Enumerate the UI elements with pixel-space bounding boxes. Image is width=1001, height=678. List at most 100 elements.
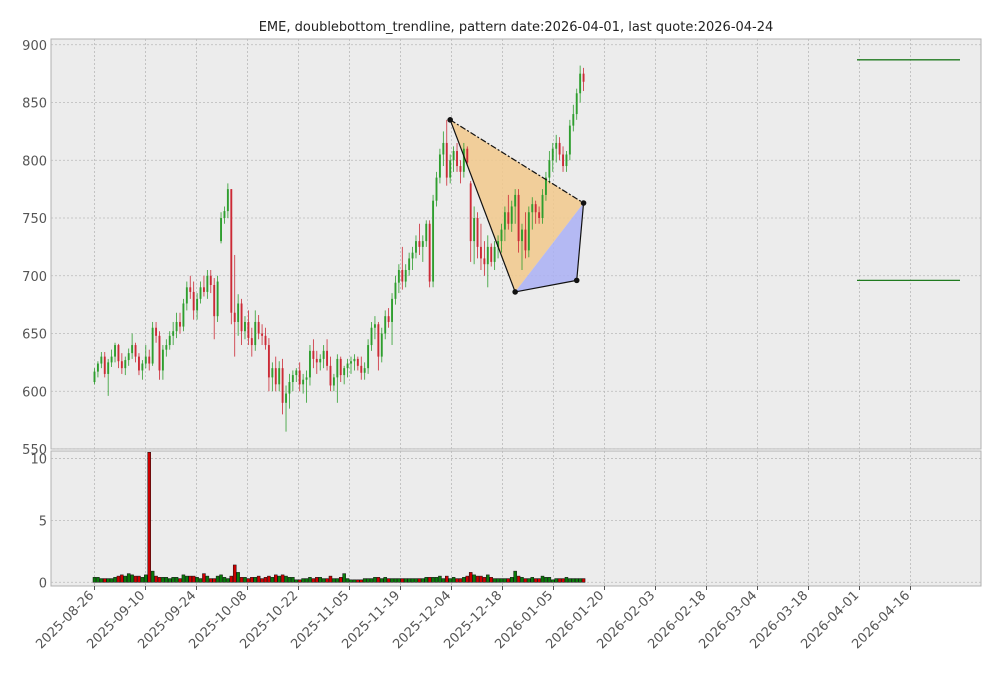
candle-body — [490, 246, 493, 262]
candle-body — [281, 368, 284, 403]
candles — [93, 65, 585, 432]
volume-bar — [325, 578, 329, 583]
volume-bar — [113, 577, 117, 583]
volume-bar — [311, 578, 316, 583]
volume-bar — [581, 578, 586, 583]
candle-body — [558, 142, 561, 155]
candle-body — [254, 321, 257, 346]
volume-bar — [410, 578, 415, 583]
candle-body — [428, 223, 431, 282]
candle-body — [551, 148, 554, 161]
volume-bar — [202, 573, 206, 583]
volume-bar — [557, 578, 562, 583]
volume-bar — [386, 578, 391, 583]
candle-body — [209, 275, 212, 285]
volume-bar — [352, 579, 357, 583]
volume-bar — [130, 574, 134, 583]
volume-bar — [120, 574, 124, 583]
candle-body — [555, 142, 558, 149]
volume-bar — [537, 578, 541, 583]
candle-body — [548, 160, 551, 178]
candle-body — [244, 321, 246, 332]
volume-bar — [304, 578, 309, 583]
candle-body — [524, 229, 527, 251]
pattern-line — [576, 202, 585, 281]
candle-body — [192, 291, 195, 311]
pattern-lines — [447, 59, 960, 295]
candle-body — [298, 370, 301, 385]
candle-body — [288, 382, 291, 394]
candle-body — [134, 345, 137, 357]
candle-body — [370, 327, 373, 346]
volume-bar — [147, 451, 151, 583]
candle-body — [473, 218, 476, 242]
volume-bar — [479, 575, 483, 583]
pattern-point — [512, 289, 518, 295]
volume-bar — [554, 578, 558, 583]
candle-body — [261, 333, 264, 336]
candle-body — [483, 258, 486, 265]
candle-body — [117, 345, 120, 362]
volume-bar — [403, 578, 408, 583]
candle-body — [189, 287, 192, 292]
volume-bar — [270, 577, 275, 583]
volume-bar — [171, 577, 175, 583]
volume-bar — [294, 579, 299, 583]
volume-bar — [263, 577, 268, 583]
volume-bar — [349, 579, 353, 583]
candle-body — [196, 298, 199, 311]
volume-bar — [503, 578, 507, 583]
pattern-line — [449, 119, 516, 293]
volume-bar — [424, 577, 428, 583]
volume-bar — [468, 572, 473, 583]
candle-body — [521, 229, 523, 242]
candle-body — [575, 93, 578, 115]
volume-bar — [256, 575, 261, 583]
candle-body — [456, 151, 458, 167]
candle-body — [220, 218, 222, 242]
price-tick-label: 700 — [22, 270, 47, 285]
pattern-triangle-1 — [450, 119, 584, 292]
volume-bar — [445, 575, 449, 583]
candle-body — [158, 335, 161, 371]
volume-bar — [236, 572, 240, 583]
candle-body — [346, 363, 349, 369]
volume-bar — [321, 578, 326, 583]
volume-bar — [150, 570, 155, 583]
pattern-triangle-2 — [515, 203, 584, 292]
candle-body — [274, 368, 277, 385]
candle-body — [394, 282, 397, 299]
volume-bar — [499, 578, 504, 583]
volume-bar — [106, 578, 110, 583]
candle-body — [579, 73, 582, 94]
candle-body — [315, 358, 318, 363]
volume-bar — [421, 578, 425, 583]
candle-body — [476, 218, 479, 247]
volume-bar — [393, 578, 398, 583]
volume-bar — [540, 575, 545, 583]
candle-body — [144, 356, 147, 364]
volume-bar — [205, 575, 210, 583]
candle-body — [165, 345, 168, 350]
candle-body — [267, 345, 270, 378]
candle-body — [216, 281, 219, 317]
candle-body — [155, 327, 158, 336]
candle-body — [435, 177, 438, 201]
volume-bar — [486, 574, 490, 583]
candle-body — [350, 361, 352, 364]
volume-bar — [530, 577, 535, 583]
candle-body — [326, 350, 329, 366]
candle-body — [562, 154, 564, 167]
volume-bar — [154, 575, 158, 583]
pattern-point — [580, 200, 587, 206]
candle-body — [363, 368, 366, 373]
candle-body — [517, 194, 520, 242]
volume-bar — [123, 575, 128, 583]
volume-tick-label: 5 — [39, 514, 47, 529]
volume-bar — [260, 578, 264, 583]
volume-bar — [544, 577, 548, 583]
candle-body — [452, 151, 455, 161]
candle-body — [418, 241, 421, 247]
candle-body — [531, 204, 534, 213]
volume-bar — [496, 578, 500, 583]
